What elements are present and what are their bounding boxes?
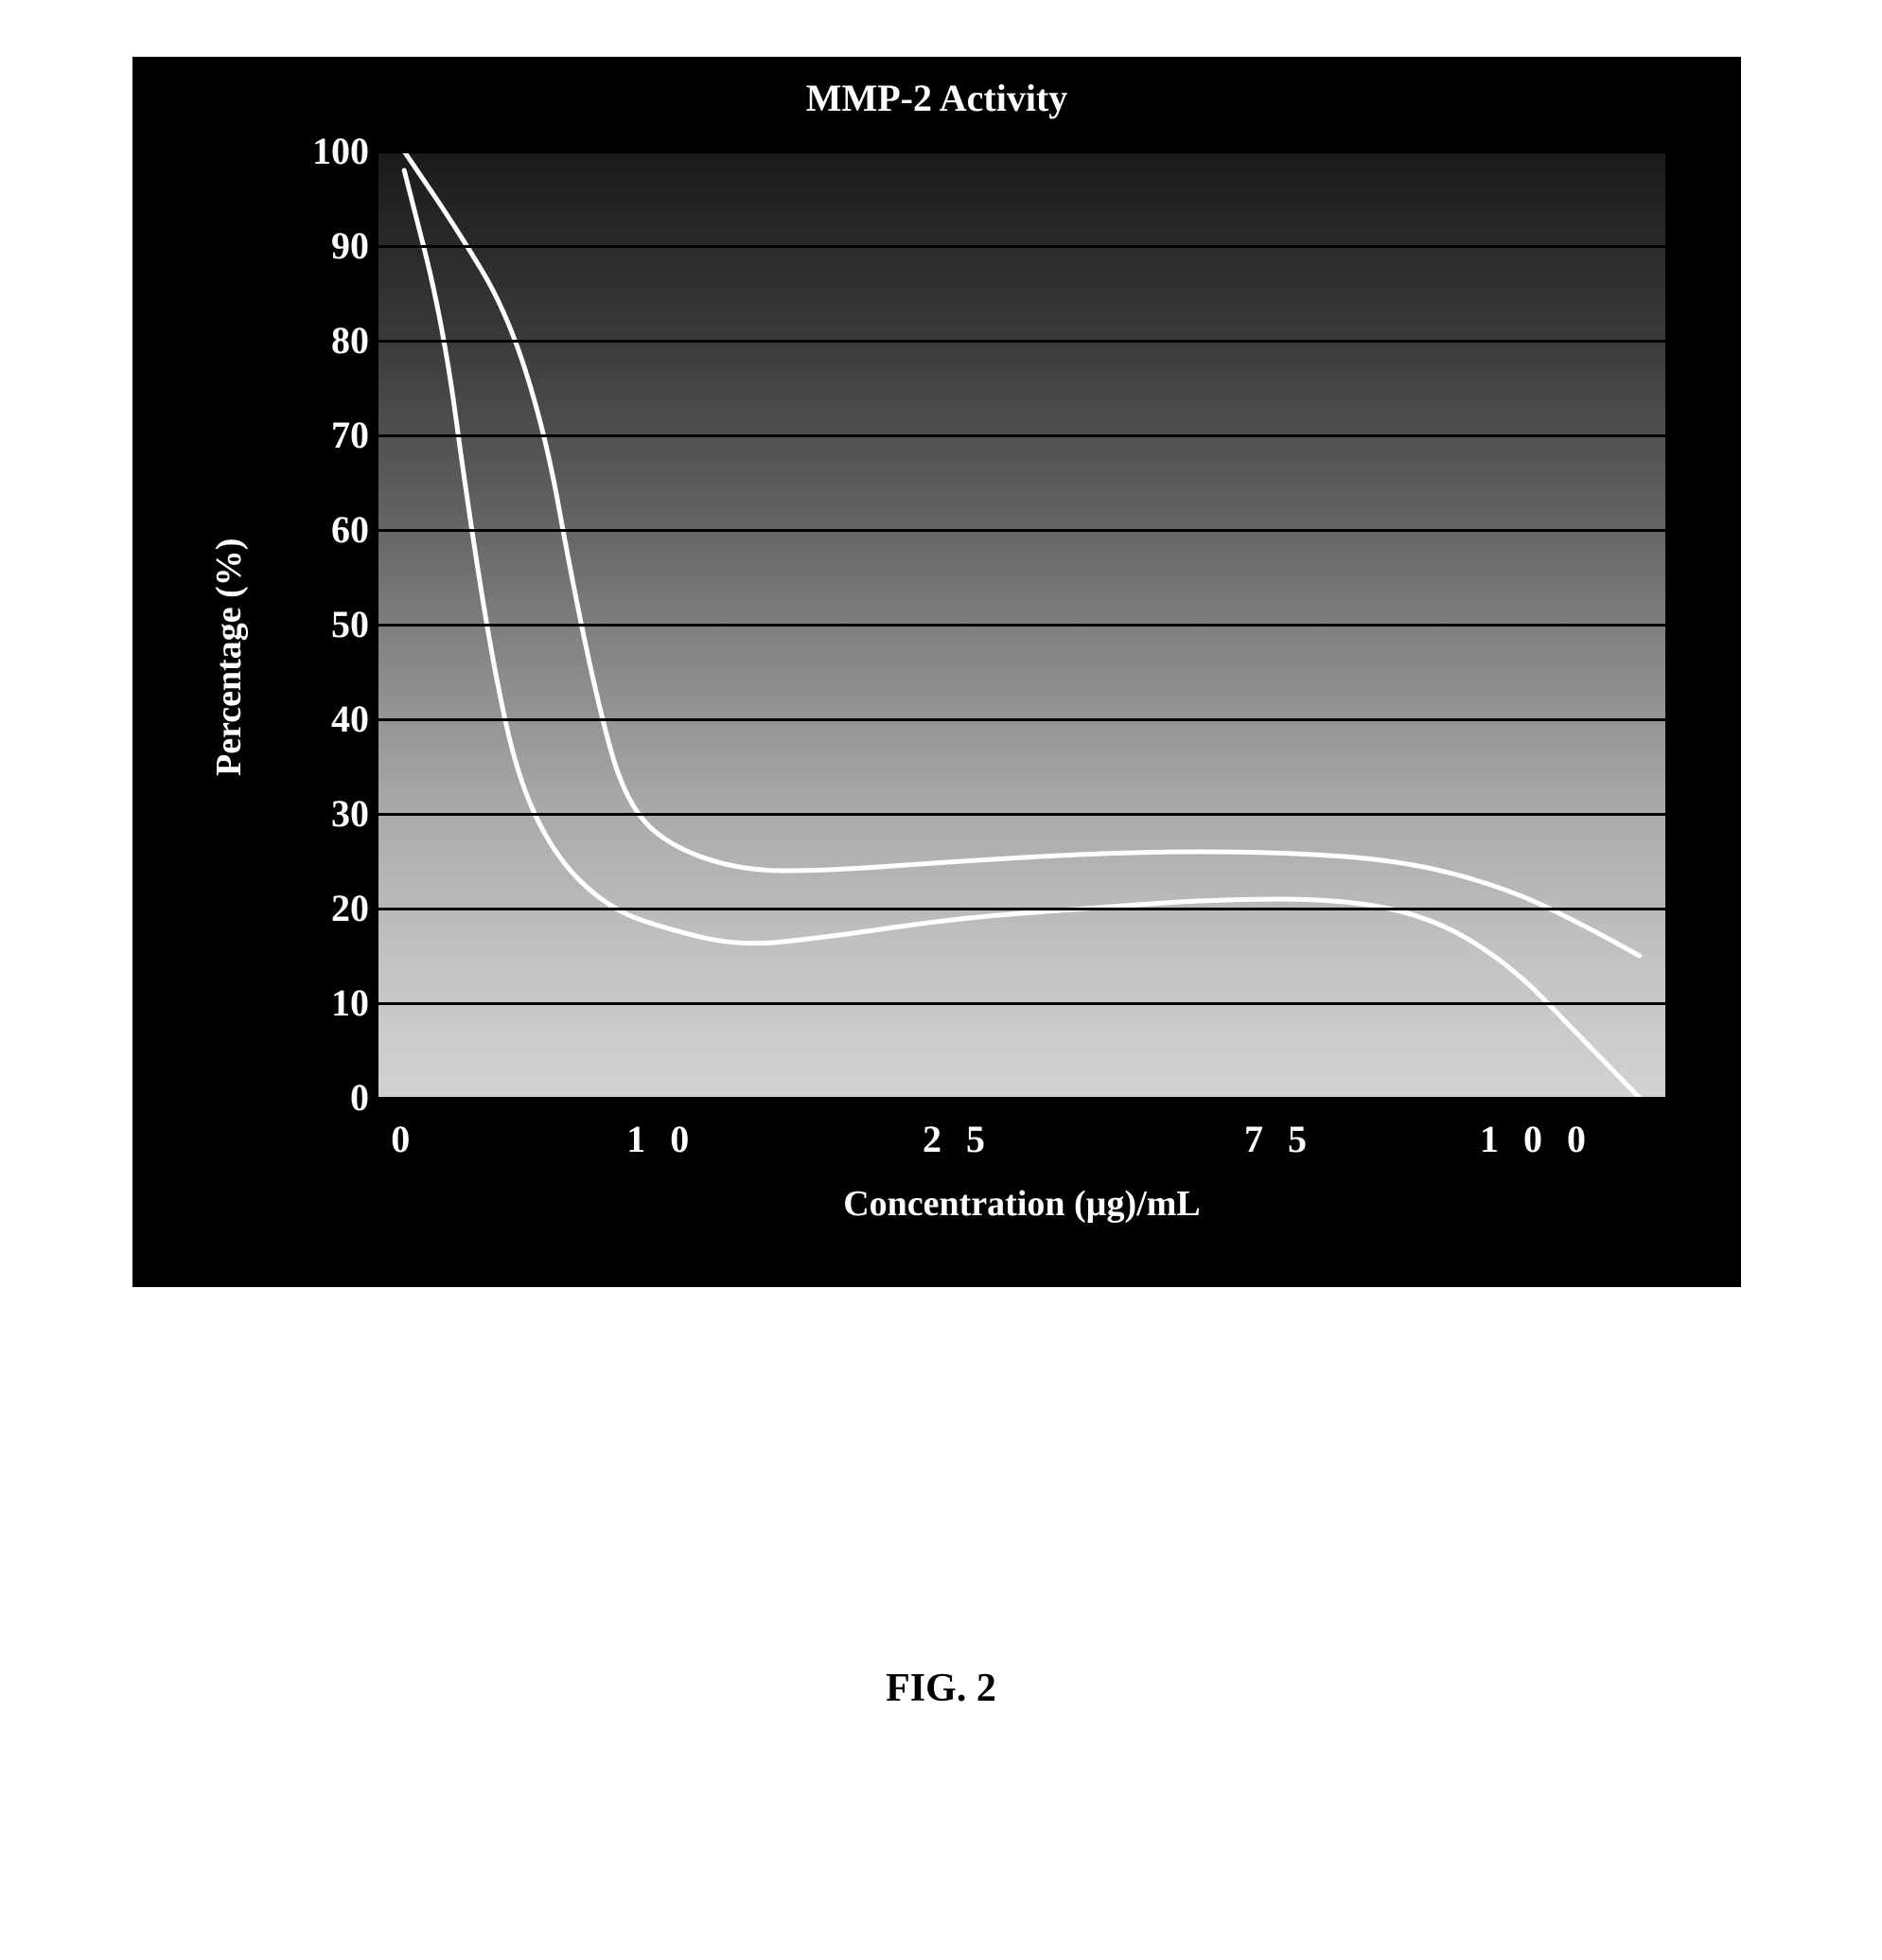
gridline-y-70: [378, 434, 1665, 437]
page: MMP-2 Activity Percentage (%) Concentrat…: [0, 0, 1882, 1960]
x-tick-10: 1 0: [605, 1117, 718, 1161]
x-tick-100: 1 0 0: [1480, 1117, 1593, 1161]
curve-series-upper: [404, 151, 1640, 956]
y-tick-30: 30: [284, 791, 369, 836]
chart-frame: MMP-2 Activity Percentage (%) Concentrat…: [132, 57, 1741, 1287]
gridline-y-30: [378, 813, 1665, 816]
y-tick-40: 40: [284, 697, 369, 741]
gridline-y-50: [378, 624, 1665, 627]
y-tick-50: 50: [284, 602, 369, 646]
y-tick-60: 60: [284, 507, 369, 552]
y-tick-0: 0: [284, 1075, 369, 1120]
gridline-y-0: [378, 1097, 1665, 1099]
y-tick-10: 10: [284, 980, 369, 1025]
curve-series-lower: [404, 170, 1640, 1098]
y-tick-20: 20: [284, 886, 369, 930]
chart-title: MMP-2 Activity: [132, 76, 1741, 120]
gridline-y-80: [378, 340, 1665, 343]
gridline-y-60: [378, 529, 1665, 532]
y-tick-90: 90: [284, 223, 369, 268]
figure-caption: FIG. 2: [0, 1666, 1882, 1711]
y-tick-100: 100: [284, 129, 369, 173]
y-axis-label: Percentage (%): [208, 539, 250, 776]
gridline-y-40: [378, 718, 1665, 721]
x-tick-25: 2 5: [901, 1117, 1014, 1161]
x-axis-label: Concentration (µg)/mL: [378, 1183, 1665, 1225]
gridline-y-10: [378, 1002, 1665, 1005]
gridline-y-100: [378, 151, 1665, 153]
x-tick-75: 7 5: [1222, 1117, 1336, 1161]
gridline-y-20: [378, 908, 1665, 910]
plot-area: [378, 151, 1665, 1098]
gridline-y-90: [378, 245, 1665, 248]
y-tick-70: 70: [284, 413, 369, 457]
y-tick-80: 80: [284, 318, 369, 362]
x-tick-0: 0: [347, 1117, 461, 1161]
